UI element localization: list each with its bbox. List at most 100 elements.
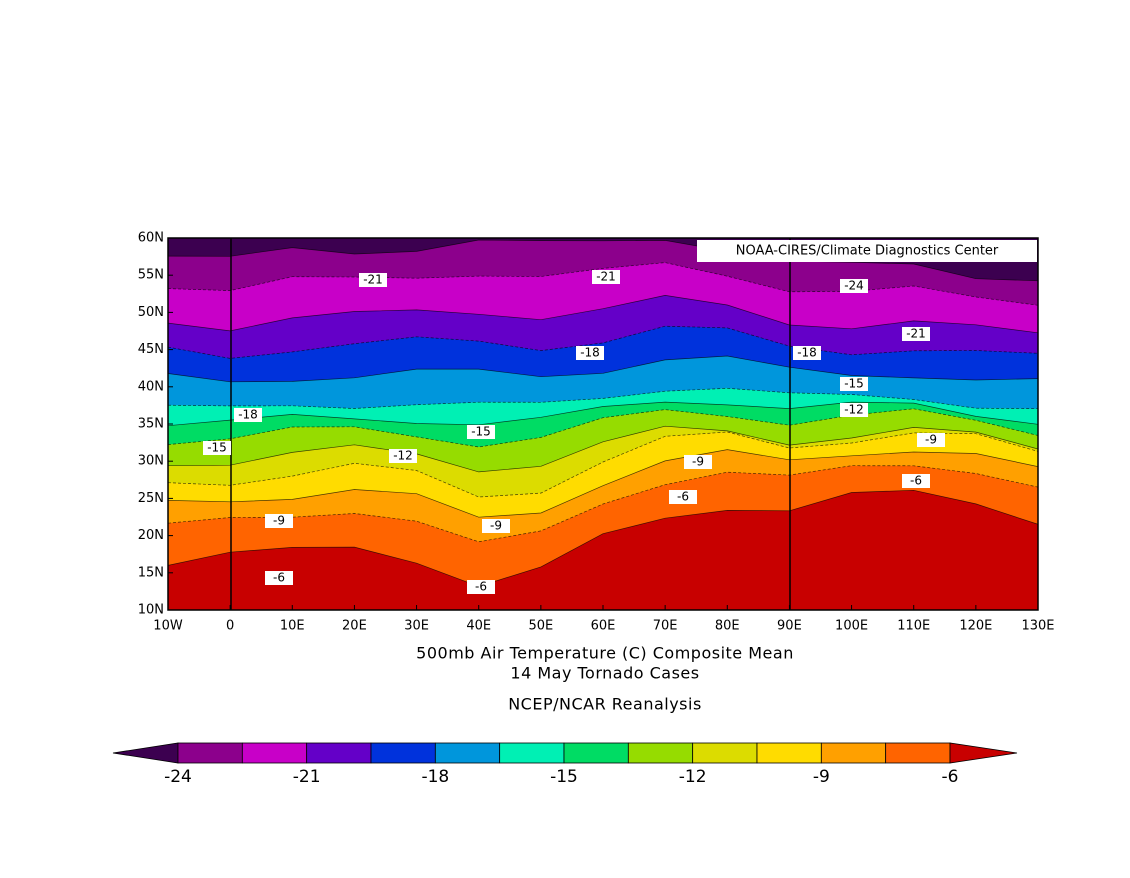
subtitle: 14 May Tornado Cases [510,664,699,683]
contour-label: -18 [238,408,258,422]
x-tick-label: 100E [835,619,868,634]
credit: NOAA-CIRES/Climate Diagnostics Center [736,244,999,259]
temperature-field [168,238,1038,610]
x-tick-label: 10W [153,619,183,634]
contour-label-box [840,279,868,293]
colorbar-label: -24 [164,767,192,787]
y-tick-label: 55N [138,268,164,283]
contour-label: -6 [677,490,689,504]
title: 500mb Air Temperature (C) Composite Mean [416,644,794,663]
contour-line [168,325,1038,359]
colorbar: -24 -21 -18 -15 -12 -9 -6 [112,742,1018,787]
contour-label: -18 [797,346,817,360]
contour-line [168,465,1038,543]
x-tick-label: 70E [653,619,678,634]
y-tick-label: 20N [138,528,164,543]
source: NCEP/NCAR Reanalysis [508,695,702,714]
colorbar-triangle [112,742,179,764]
contour-label: -21 [363,273,383,287]
credit-box [697,240,1037,262]
colorbar-box [820,742,887,764]
contour-label: -12 [844,403,864,417]
x-tick-label: 110E [897,619,930,634]
contour-label: -9 [490,519,502,533]
contour-label-box [467,580,495,594]
contour-label: -9 [925,433,937,447]
y-tick-label: 60N [138,231,164,246]
colorbar-triangle [949,742,1018,764]
colorbar-box [241,742,308,764]
contour-line [168,262,1038,306]
x-tick-label: 120E [959,619,992,634]
contour-line [168,239,1038,282]
contour-label-box [265,514,293,528]
colorbar-label: -12 [679,767,707,787]
contour-line [168,387,1038,410]
contour-line [168,425,1038,473]
x-tick-label: 10E [280,619,305,634]
contour-line [168,408,1038,448]
contour-line [168,355,1038,383]
contour-label: -18 [580,346,600,360]
colorbar-label: -6 [942,767,959,787]
contour-label-box [684,455,712,469]
contour-label-box [359,273,387,287]
contour-label: -6 [475,580,487,594]
y-tick-label: 10N [138,603,164,618]
x-tick-label: 0 [226,619,234,634]
colorbar-label: -21 [293,767,321,787]
y-tick-label: 30N [138,454,164,469]
contour-line [168,295,1038,334]
contour-line [168,401,1038,427]
colorbar-label: -18 [421,767,449,787]
colorbar-label: -15 [550,767,578,787]
contour-label-box [917,433,945,447]
colorbar-label: -9 [813,767,830,787]
axes: 10W 0 10E 20E 30E 40E 50E 60E 70E 80E 90E 100E 110E 1… [138,231,1055,634]
y-tick-label: 40N [138,379,164,394]
x-tick-label: 40E [466,619,491,634]
contour-label-box [576,346,604,360]
contour-label-box [203,441,231,455]
contour-label-box [265,571,293,585]
contour-labels: -21 -21 -24 -21 -18 -18 -15 -12 -18 -15 -15 -12 -9 -9… [203,270,945,594]
contour-label: -15 [207,441,227,455]
colorbar-box [692,742,758,764]
y-tick-label: 35N [138,417,164,432]
colorbar-box [177,742,243,764]
contour-label: -15 [844,377,864,391]
contour-label: -15 [471,425,491,439]
colorbar-box [885,742,951,764]
colorbar-box [563,742,629,764]
contour-label: -9 [273,514,285,528]
x-tick-label: 30E [404,619,429,634]
contour-label-box [840,403,868,417]
x-tick-label: 80E [715,619,740,634]
contour-label: -9 [692,455,704,469]
x-tick-label: 50E [528,619,553,634]
colorbar-box [627,742,694,764]
contour-label-box [592,270,620,284]
contour-label-box [482,519,510,533]
contour-label-box [840,377,868,391]
colorbar-box [306,742,372,764]
x-tick-label: 60E [591,619,616,634]
colorbar-box [756,742,822,764]
contour-label: -21 [596,270,616,284]
colorbar-box [434,742,501,764]
contour-label: -6 [910,474,922,488]
y-tick-label: 45N [138,342,164,357]
contour-label: -24 [844,279,864,293]
x-tick-label: 130E [1021,619,1054,634]
colorbar-box [499,742,565,764]
y-tick-label: 15N [138,565,164,580]
contour-line [168,489,1038,587]
contour-label: -12 [393,449,413,463]
contour-line [168,449,1038,518]
contour-label: -21 [906,327,926,341]
contour-label-box [902,474,930,488]
contour-label-box [389,449,417,463]
y-tick-label: 25N [138,491,164,506]
contour-label-box [234,408,262,422]
